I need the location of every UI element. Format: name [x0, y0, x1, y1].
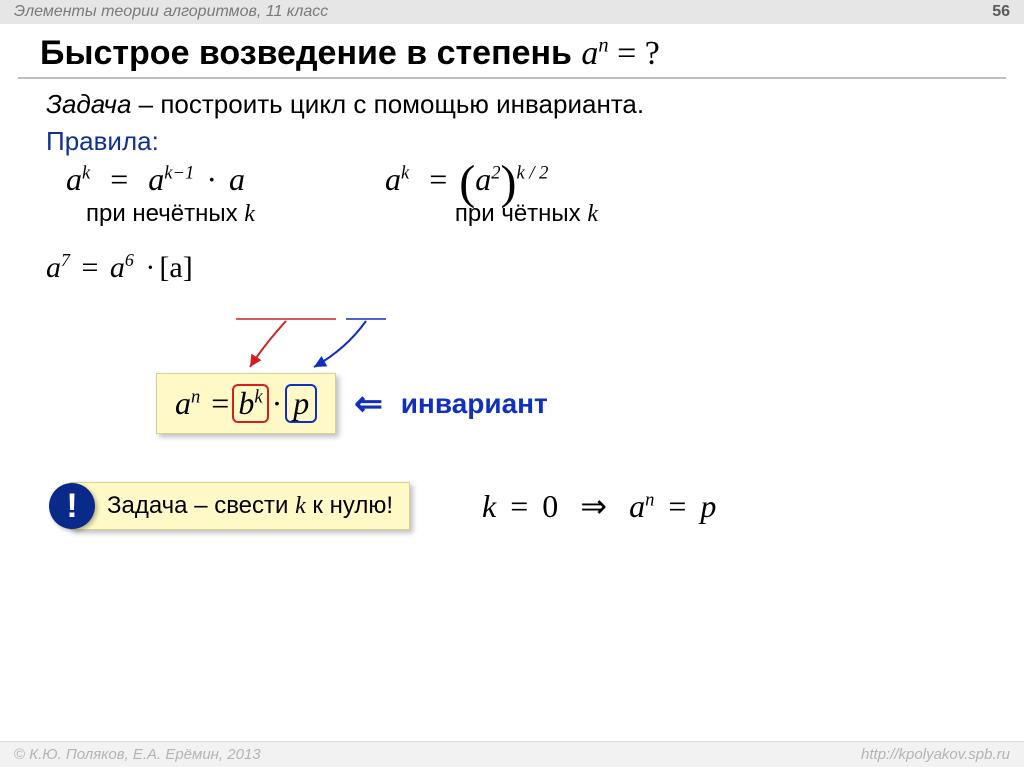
conclusion-formula: k = 0 ⇒ an = p — [482, 487, 716, 525]
even-outer-exp: k / 2 — [517, 162, 549, 183]
task-line: Задача – построить цикл с помощью инвари… — [46, 89, 978, 120]
even-inner-base: a — [475, 161, 491, 197]
ex-eq: = — [78, 251, 103, 284]
example-formula: a7 = a6 ·[a] — [46, 250, 978, 285]
exclamation-icon: ! — [49, 483, 95, 529]
cond-odd: при нечётных k — [86, 200, 255, 228]
odd-rhs1-base: a — [148, 161, 164, 197]
task-em: Задача — [46, 89, 131, 119]
task-rest: – построить цикл с помощью инварианта. — [131, 89, 644, 119]
task2-var: k — [295, 493, 306, 519]
odd-eq: = — [98, 161, 140, 197]
ex-bracket: [a] — [159, 251, 192, 284]
cond-odd-var: k — [244, 201, 255, 227]
even-inner-exp: 2 — [491, 162, 500, 183]
page-number: 56 — [992, 3, 1010, 21]
slide-header: Элементы теории алгоритмов, 11 класс 56 — [0, 0, 1024, 24]
invariant-box: an =bk·p — [156, 373, 336, 434]
footer-left: © К.Ю. Поляков, Е.А. Ерёмин, 2013 — [14, 746, 261, 763]
ex-rhs-base: a — [110, 251, 125, 284]
inv-dot: · — [269, 385, 286, 421]
formula-even: ak = (a2)k / 2 — [385, 161, 548, 198]
concl-a-exp: n — [645, 490, 654, 511]
inv-b-base: b — [238, 385, 254, 421]
inv-p: p — [293, 385, 309, 421]
concl-zero: 0 — [542, 488, 558, 524]
footer-authors: К.Ю. Поляков, Е.А. Ерёмин, 2013 — [25, 746, 261, 763]
task2-post: к нулю! — [306, 492, 393, 519]
slide-footer: © К.Ю. Поляков, Е.А. Ерёмин, 2013 http:/… — [0, 741, 1024, 767]
ex-dot: · — [141, 251, 159, 284]
task-badge: ! Задача – свести k к нулю! — [70, 482, 410, 530]
invariant-label: инвариант — [401, 388, 548, 420]
inv-a-exp: n — [191, 386, 200, 407]
odd-rhs2: a — [229, 161, 245, 197]
title-formula: an = ? — [581, 35, 659, 72]
concl-eq1: = — [504, 488, 534, 524]
cond-even: при чётных k — [455, 200, 598, 228]
concl-eq2: = — [662, 488, 692, 524]
slide-content: Задача – построить цикл с помощью инвари… — [0, 89, 1024, 530]
task2-text: Задача – свести k к нулю! — [107, 492, 393, 520]
concl-k: k — [482, 488, 496, 524]
invariant-block: an =bk·p ⇐ инвариант — [156, 373, 978, 434]
cond-odd-text: при нечётных — [86, 200, 244, 227]
concl-a-base: a — [629, 488, 645, 524]
ex-lhs-base: a — [46, 251, 61, 284]
formula-eq: = ? — [609, 35, 660, 72]
imply-icon: ⇒ — [566, 488, 621, 524]
cond-even-var: k — [587, 201, 598, 227]
inv-b-exp: k — [254, 386, 262, 407]
even-lhs-exp: k — [401, 162, 409, 183]
double-arrow-icon: ⇐ — [354, 384, 383, 424]
inv-a-base: a — [175, 385, 191, 421]
concl-p: p — [700, 488, 716, 524]
even-eq: = — [417, 161, 459, 197]
conditions-row: при нечётных k при чётных k — [86, 200, 978, 228]
odd-rhs1-exp: k−1 — [164, 162, 194, 183]
slide-title: Быстрое возведение в степень an = ? — [0, 24, 1024, 77]
course-title: Элементы теории алгоритмов, 11 класс — [14, 3, 328, 21]
even-lhs-base: a — [385, 161, 401, 197]
copyright-icon: © — [14, 746, 25, 763]
frame-b: bk — [232, 384, 268, 423]
ex-rhs-exp: 6 — [125, 250, 134, 270]
task2-pre: Задача – свести — [107, 492, 295, 519]
title-divider — [18, 77, 1006, 79]
inv-eq: = — [208, 385, 232, 421]
formula-exp: n — [598, 35, 608, 57]
footer-right: http://kpolyakov.spb.ru — [861, 746, 1010, 763]
task-block: ! Задача – свести k к нулю! k = 0 ⇒ an =… — [70, 482, 978, 530]
formulas-row: ak = ak−1 · a ak = (a2)k / 2 — [66, 161, 978, 198]
odd-lhs-exp: k — [82, 162, 90, 183]
formula-base: a — [581, 35, 598, 72]
cond-even-text: при чётных — [455, 200, 587, 227]
formula-odd: ak = ak−1 · a — [66, 161, 245, 198]
frame-p: p — [285, 384, 317, 423]
invariant-arrows-icon — [216, 315, 416, 375]
odd-lhs-base: a — [66, 161, 82, 197]
ex-lhs-exp: 7 — [61, 250, 70, 270]
odd-dot: · — [202, 161, 221, 197]
rules-label: Правила: — [46, 126, 978, 157]
title-text: Быстрое возведение в степень — [40, 34, 581, 72]
